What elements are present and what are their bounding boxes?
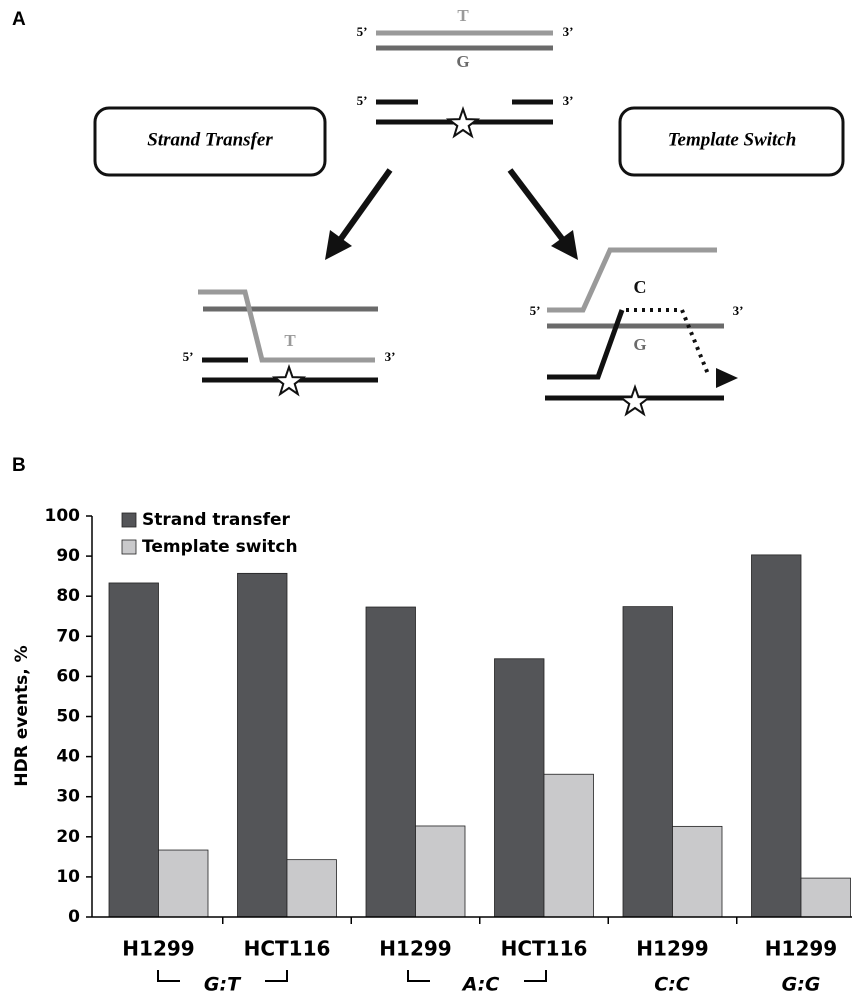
panel-label: A <box>12 9 26 30</box>
box <box>618 106 845 177</box>
arrow-head <box>325 230 352 260</box>
base: T <box>457 6 469 25</box>
legend-swatch <box>121 512 137 528</box>
diagram: A B T G 5’ 3’ 5’ 3’ Strand Transfer Temp… <box>12 6 845 476</box>
end-label: 5’ <box>357 93 368 108</box>
bar <box>622 606 673 918</box>
bar <box>286 859 337 918</box>
bar <box>415 825 466 918</box>
y-tick-label: 40 <box>56 747 80 767</box>
strand <box>547 309 625 380</box>
box-label: Template Switch <box>668 129 797 150</box>
lesion-star <box>445 105 481 139</box>
box <box>93 106 327 177</box>
bar <box>365 606 416 918</box>
base: T <box>284 331 296 350</box>
y-tick-label: 20 <box>56 827 80 847</box>
end-label: 3’ <box>733 303 744 318</box>
x-tick-label: H1299 <box>636 937 708 961</box>
legend-swatch <box>121 539 137 555</box>
y-tick-label: 90 <box>56 546 80 566</box>
arrow <box>337 168 393 242</box>
base: G <box>456 52 469 71</box>
extension <box>626 308 710 375</box>
end-label: 3’ <box>385 349 396 364</box>
base: G <box>633 335 646 354</box>
y-tick-label: 10 <box>56 867 80 887</box>
group-label: G:G <box>782 974 821 996</box>
panel-label: B <box>12 455 26 476</box>
strand <box>198 289 375 363</box>
y-axis-label: HDR events, % <box>12 645 32 786</box>
box-label: Strand Transfer <box>147 129 273 150</box>
strand <box>547 247 717 313</box>
bar <box>672 825 723 918</box>
y-tick-label: 60 <box>56 666 80 686</box>
bar <box>237 572 288 918</box>
y-tick-label: 50 <box>56 707 80 727</box>
end-label: 5’ <box>530 303 541 318</box>
x-tick-label: HCT116 <box>501 937 588 961</box>
bar <box>108 582 159 918</box>
y-tick-label: 100 <box>45 506 81 526</box>
legend-label: Template switch <box>142 537 298 557</box>
end-label: 5’ <box>183 349 194 364</box>
base: C <box>634 277 647 297</box>
y-tick-label: 30 <box>56 787 80 807</box>
bar <box>543 773 594 918</box>
end-label: 3’ <box>563 93 574 108</box>
end-label: 3’ <box>563 24 574 39</box>
lesion-star <box>271 363 307 397</box>
group-label: A:C <box>461 974 500 996</box>
arrow <box>507 168 566 242</box>
y-tick-label: 80 <box>56 586 80 606</box>
bar <box>751 554 802 918</box>
y-tick-label: 0 <box>68 907 80 927</box>
arrow-head <box>551 230 578 260</box>
x-tick-label: H1299 <box>765 937 837 961</box>
bar <box>158 849 209 918</box>
chart: 0 10 20 30 40 50 60 70 80 90 100 H1299 HCT116 H1299 HC… <box>45 506 852 996</box>
group-bracket <box>157 970 180 982</box>
bar <box>494 658 545 918</box>
x-tick-label: H1299 <box>379 937 451 961</box>
group-bracket <box>265 970 288 982</box>
bar <box>800 877 851 918</box>
end-label: 5’ <box>357 24 368 39</box>
group-bracket <box>407 970 430 982</box>
group-label: G:T <box>204 974 242 996</box>
group-label: C:C <box>654 974 690 996</box>
lesion-star <box>617 383 653 417</box>
x-tick-label: HCT116 <box>244 937 331 961</box>
legend-label: Strand transfer <box>142 510 291 530</box>
y-tick-label: 70 <box>56 626 80 646</box>
group-bracket <box>524 970 547 982</box>
x-tick-label: H1299 <box>122 937 194 961</box>
arrow-head <box>716 368 738 388</box>
